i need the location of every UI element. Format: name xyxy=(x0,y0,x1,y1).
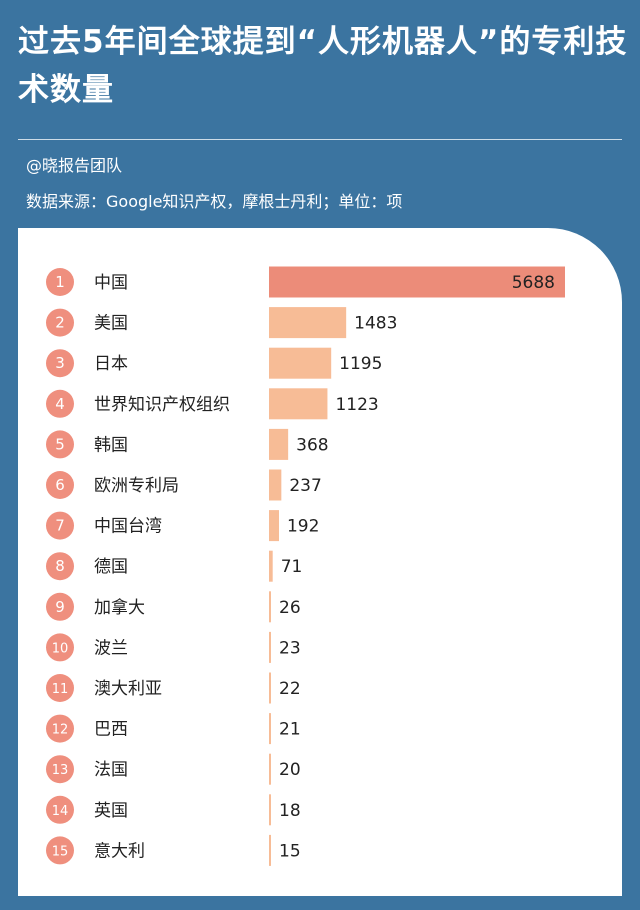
bar xyxy=(269,713,271,745)
bar xyxy=(269,631,271,663)
rank-badge xyxy=(46,430,74,459)
bar xyxy=(269,388,328,420)
rank-badge xyxy=(46,389,74,418)
divider xyxy=(18,139,622,140)
category-label: 意大利 xyxy=(94,841,145,861)
bar xyxy=(269,307,347,339)
rank-number: 13 xyxy=(52,763,69,778)
value-label: 21 xyxy=(279,720,301,740)
rank-number: 8 xyxy=(55,557,65,575)
value-label: 192 xyxy=(287,517,319,537)
category-label: 德国 xyxy=(94,557,128,577)
value-label: 22 xyxy=(279,679,301,699)
category-label: 澳大利亚 xyxy=(94,679,162,699)
bar xyxy=(269,428,289,460)
rank-number: 3 xyxy=(55,354,65,372)
rank-badge xyxy=(46,511,74,540)
rank-badge xyxy=(46,674,74,702)
author-label: @晓报告团队 xyxy=(26,156,123,175)
bar xyxy=(269,510,279,542)
value-label: 237 xyxy=(289,476,321,496)
value-label: 23 xyxy=(279,638,301,658)
category-label: 韩国 xyxy=(94,435,128,455)
value-label: 26 xyxy=(279,598,301,618)
value-label: 1483 xyxy=(354,314,397,334)
value-label: 15 xyxy=(279,841,301,861)
bar xyxy=(269,672,271,704)
value-label: 71 xyxy=(281,557,303,577)
rank-badge xyxy=(46,633,74,662)
category-label: 中国 xyxy=(94,273,128,293)
rank-number: 11 xyxy=(52,682,69,697)
rank-badge xyxy=(46,795,74,824)
category-label: 法国 xyxy=(94,760,128,780)
value-label: 368 xyxy=(296,435,328,455)
page-title: 过去5年间全球提到“人形机器人”的专利技术数量 xyxy=(18,24,628,108)
rank-number: 10 xyxy=(52,641,69,656)
category-label: 欧洲专利局 xyxy=(94,476,179,496)
category-label: 加拿大 xyxy=(94,597,145,618)
rank-number: 4 xyxy=(55,395,65,413)
category-label: 波兰 xyxy=(94,638,128,658)
category-label: 美国 xyxy=(94,314,128,334)
category-label: 中国台湾 xyxy=(94,517,162,537)
category-label: 日本 xyxy=(94,354,128,374)
value-label: 1123 xyxy=(335,395,378,415)
rank-badge xyxy=(46,268,74,296)
bar xyxy=(269,266,565,298)
bar xyxy=(269,753,271,785)
rank-number: 7 xyxy=(55,517,65,535)
bar xyxy=(269,794,271,826)
rank-number: 14 xyxy=(52,804,69,819)
bar xyxy=(269,469,282,501)
rank-badge xyxy=(46,714,74,743)
rank-number: 15 xyxy=(52,844,69,859)
rank-badge xyxy=(46,471,74,499)
value-label: 18 xyxy=(279,801,301,821)
rank-badge xyxy=(46,836,74,865)
chart-card: 1 中国 5688 2 美国 1483 3 日本 1195 4 世界知识产权组织 1123 5 韩国 368… xyxy=(18,228,622,896)
rank-badge xyxy=(46,308,74,337)
category-label: 世界知识产权组织 xyxy=(94,395,230,415)
source-note: 数据来源：Google知识产权，摩根士丹利；单位：项 xyxy=(26,192,403,211)
rank-badge xyxy=(46,592,74,621)
rank-badge xyxy=(46,349,74,378)
rank-badge xyxy=(46,755,74,784)
rank-number: 12 xyxy=(52,723,69,738)
value-label: 1195 xyxy=(339,354,382,374)
rank-badge xyxy=(46,552,74,581)
bar xyxy=(269,591,271,623)
rank-number: 2 xyxy=(55,314,65,332)
rank-number: 5 xyxy=(55,435,65,453)
rank-number: 1 xyxy=(55,273,65,291)
value-label: 20 xyxy=(279,760,301,780)
category-label: 英国 xyxy=(94,801,128,821)
value-label: 5688 xyxy=(512,273,555,293)
bar xyxy=(269,347,332,379)
category-label: 巴西 xyxy=(94,720,128,740)
bar xyxy=(269,834,271,866)
rank-number: 6 xyxy=(55,476,65,494)
rank-number: 9 xyxy=(55,598,65,616)
bar xyxy=(269,550,273,582)
